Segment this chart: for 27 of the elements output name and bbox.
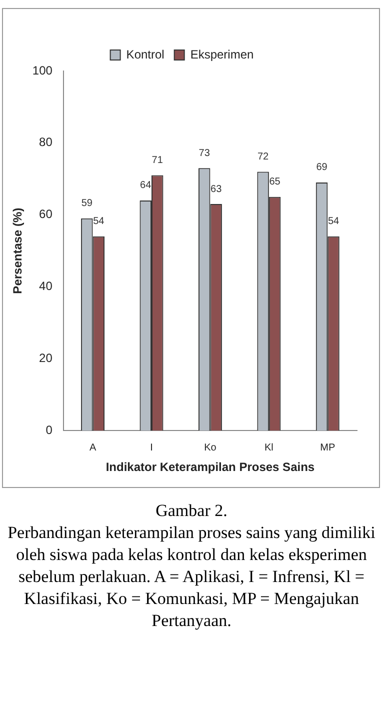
y-tick-label: 20	[39, 350, 53, 365]
data-label: 73	[198, 148, 210, 159]
x-tick-label: Kl	[264, 442, 274, 454]
data-label: 72	[257, 151, 270, 162]
legend-label: Kontrol	[126, 47, 164, 62]
y-axis-title: Persentase (%)	[10, 208, 25, 294]
x-tick-label: Ko	[204, 442, 217, 454]
x-axis-title: Indikator Keterampilan Proses Sains	[106, 460, 315, 474]
text: Perbandingan keterampilan proses sains yang dimiliki oleh siswa pada kelas kontrol dan kelas eksperimen sebelum perlakuan. A = Aplikasi, I = Infrensi, Kl = Klasifikasi, Ko = Komunkasi, MP = Mengajukan Pertanyaan.	[6, 522, 376, 632]
text: Gambar 2.	[154, 500, 228, 522]
data-label: 54	[93, 216, 105, 228]
y-tick-label: 80	[39, 135, 53, 150]
y-tick-label: 100	[32, 63, 53, 78]
data-label: 63	[210, 184, 222, 195]
x-tick-label: A	[89, 442, 96, 454]
legend-label: Eksperimen	[190, 47, 254, 62]
data-label: 64	[140, 180, 152, 192]
data-label: 71	[152, 155, 164, 166]
y-tick-label: 0	[46, 422, 53, 437]
data-label: 54	[328, 216, 340, 228]
x-tick-label: MP	[320, 442, 336, 454]
data-label: 59	[81, 198, 93, 210]
data-label: 65	[269, 176, 281, 188]
data-label: 69	[316, 162, 328, 174]
x-tick-label: I	[150, 442, 153, 454]
y-tick-label: 40	[39, 279, 53, 294]
y-tick-label: 60	[39, 207, 53, 222]
